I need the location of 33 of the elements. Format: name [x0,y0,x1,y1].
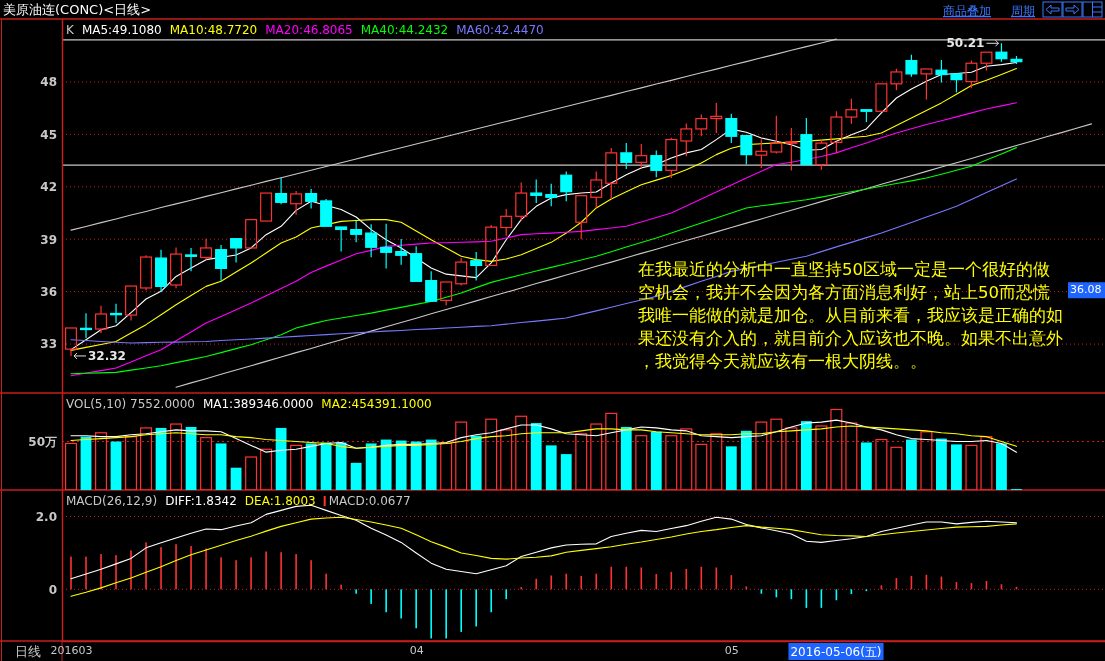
y-tick-label: 33 [40,337,57,352]
series-label: DIFF:1.8342 [165,494,237,508]
legend-title: K [66,23,75,37]
text: 2016-05-06(五) [790,645,882,659]
text: MA40:44.2432 [360,23,449,37]
chart-title: 美原油连(CONC)<日线> [3,2,152,17]
annotation: 32.32 [88,348,126,363]
legend-label: MACD:0.0677 [328,494,411,508]
y-tick-label: 39 [40,232,57,247]
series-label: DEA:1.8003 [244,494,316,508]
x-tick-label: 05 [724,643,739,657]
y-tick-label: 0 [48,582,57,597]
text: MA20:46.8065 [265,23,353,37]
text: 周期 [1011,4,1035,18]
text: 商品叠加 [943,4,991,18]
text: MA5:49.1080 [81,23,162,37]
text: MA10:48.7720 [169,23,258,37]
annotation: 50.21 [946,35,985,50]
y-tick-label: 48 [40,75,57,90]
text: MA2:454391.1000 [321,397,432,411]
y-tick-label: 45 [40,127,57,142]
text: MA60:42.4470 [456,23,544,37]
chart-title: VOL(5,10) 7552.0000 [66,397,195,411]
y-tick-label: 2.0 [35,509,57,524]
chart-title: MACD(26,12,9) [66,494,158,508]
y-tick-label: 50万 [28,434,57,449]
y-tick-label: 42 [40,180,57,195]
x-tick-label: 04 [409,643,424,657]
annotation: 36.08 [1070,283,1102,297]
x-axis-title: 日线 [15,644,41,659]
x-tick-label: 201603 [50,643,93,657]
y-tick-label: 36 [40,284,57,299]
series-label: MA1:389346.0000 [202,397,314,411]
